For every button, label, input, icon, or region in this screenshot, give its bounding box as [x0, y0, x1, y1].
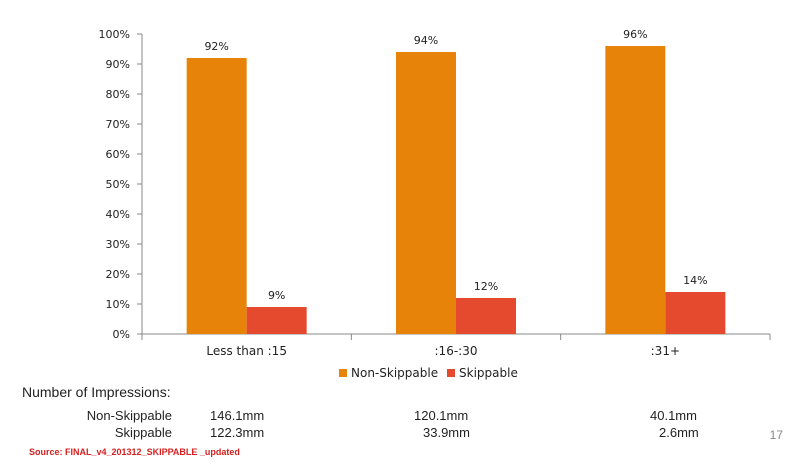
- y-tick-label: 100%: [99, 28, 130, 41]
- x-category-label: :16-:30: [435, 344, 478, 358]
- x-category-label: :31+: [651, 344, 680, 358]
- y-tick-label: 80%: [106, 88, 130, 101]
- y-tick-label: 40%: [106, 208, 130, 221]
- bar-non-skippable: [186, 58, 247, 334]
- impressions-value: 120.1mm: [414, 408, 469, 423]
- impressions-row-label: Non-Skippable: [86, 408, 172, 423]
- data-label-non-skippable: 92%: [204, 40, 228, 53]
- impressions-value: 2.6mm: [659, 425, 699, 440]
- legend-label-non-skippable: Non-Skippable: [351, 366, 439, 380]
- y-tick-label: 10%: [106, 298, 130, 311]
- y-tick-label: 30%: [106, 238, 130, 251]
- impressions-value: 146.1mm: [210, 408, 265, 423]
- data-label-skippable: 14%: [683, 274, 707, 287]
- x-category-label: Less than :15: [206, 344, 287, 358]
- y-tick-label: 70%: [106, 118, 130, 131]
- bar-skippable: [456, 298, 516, 334]
- bar-chart: 0% 10% 20% 30% 40% 50% 60% 70% 80% 90% 100% 92% 9% Le…: [99, 28, 771, 358]
- legend-swatch-non-skippable: [339, 369, 347, 377]
- y-tick-label: 50%: [106, 178, 130, 191]
- source-note: Source: FINAL_v4_201312_SKIPPABLE _updat…: [29, 447, 240, 457]
- y-tick-label: 60%: [106, 148, 130, 161]
- y-tick-label: 90%: [106, 58, 130, 71]
- data-label-non-skippable: 96%: [623, 28, 647, 41]
- bar-skippable: [665, 292, 726, 334]
- impressions-value: 33.9mm: [423, 425, 470, 440]
- y-tick-label: 0%: [113, 328, 130, 341]
- impressions-value: 40.1mm: [650, 408, 697, 423]
- data-label-skippable: 9%: [268, 289, 285, 302]
- impressions-title: Number of Impressions:: [22, 384, 171, 400]
- y-tick-label: 20%: [106, 268, 130, 281]
- impressions-value: 122.3mm: [210, 425, 265, 440]
- data-label-non-skippable: 94%: [414, 34, 438, 47]
- data-label-skippable: 12%: [474, 280, 498, 293]
- impressions-row-label: Skippable: [114, 425, 172, 440]
- legend-label-skippable: Skippable: [459, 366, 518, 380]
- legend-swatch-skippable: [447, 369, 455, 377]
- bar-skippable: [246, 307, 307, 334]
- bar-non-skippable: [396, 52, 456, 334]
- page-number: 17: [769, 428, 783, 442]
- bar-non-skippable: [605, 46, 666, 334]
- legend-item-skippable: Skippable: [447, 366, 518, 380]
- legend-item-non-skippable: Non-Skippable: [339, 366, 438, 380]
